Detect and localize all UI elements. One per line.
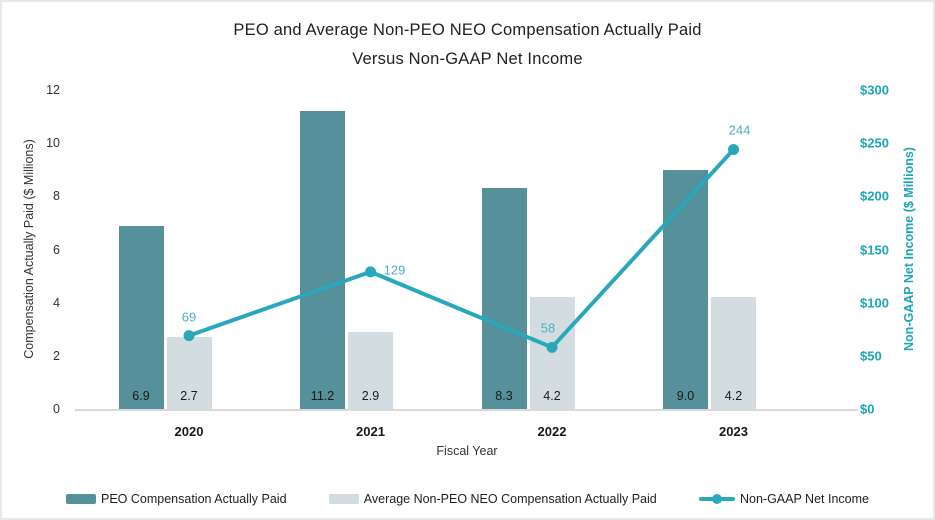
line-point-label: 58: [540, 320, 556, 336]
chart-title-line1: PEO and Average Non-PEO NEO Compensation…: [233, 21, 702, 39]
peo-bar: [300, 111, 345, 409]
bar-value-label: 2.9: [361, 389, 380, 403]
right-axis-tick: $250: [860, 135, 889, 151]
bar-value-label: 4.2: [724, 389, 743, 403]
legend-item-peo: PEO Compensation Actually Paid: [66, 492, 287, 506]
left-axis-tick: 6: [53, 242, 60, 257]
chart-title-line2: Versus Non-GAAP Net Income: [352, 50, 583, 68]
left-axis-tick: 8: [53, 189, 60, 204]
line-point-label: 69: [181, 309, 197, 325]
legend-label-non-peo: Average Non-PEO NEO Compensation Actuall…: [363, 492, 657, 506]
line-point-marker: [728, 144, 739, 156]
peo-bar-swatch-icon: [66, 494, 96, 504]
x-axis-tick: 2021: [356, 424, 385, 439]
left-axis-tick: 2: [53, 348, 60, 363]
non-peo-bar: [529, 297, 575, 409]
right-axis-tick: $50: [860, 348, 882, 364]
left-axis-tick: 0: [53, 402, 60, 416]
x-axis-tick: 2022: [537, 424, 567, 439]
left-axis-tick: 12: [46, 83, 60, 97]
bar-value-label: 8.3: [495, 389, 513, 403]
non-peo-bar: [711, 297, 756, 409]
non-peo-bar-swatch-icon: [328, 494, 359, 504]
line-point-marker: [546, 341, 558, 353]
bar-value-label: 11.2: [310, 389, 335, 403]
x-axis-title: Fiscal Year: [436, 444, 498, 458]
line-point-label: 129: [383, 262, 406, 278]
x-axis-line: [75, 409, 858, 411]
right-axis-tick: $300: [860, 82, 889, 98]
bar-value-label: 4.2: [543, 389, 561, 403]
line-point-marker: [365, 266, 376, 278]
left-axis-tick: 4: [53, 295, 60, 310]
bar-value-label: 6.9: [132, 389, 150, 403]
peo-bar: [481, 188, 527, 409]
x-axis-tick: 2023: [719, 424, 748, 439]
chart-title: PEO and Average Non-PEO NEO Compensation…: [2, 16, 933, 74]
non-peo-bar: [166, 337, 212, 409]
legend-label-net-income: Non-GAAP Net Income: [739, 492, 869, 506]
right-axis-tick: $200: [860, 188, 889, 204]
line-point-label: 244: [728, 122, 751, 138]
legend-item-net-income: Non-GAAP Net Income: [698, 492, 869, 506]
bar-value-label: 2.7: [180, 389, 198, 403]
peo-bar: [118, 225, 164, 409]
non-peo-bar: [348, 331, 393, 409]
x-axis-tick: 2020: [174, 424, 204, 439]
line-point-marker: [183, 330, 195, 342]
left-axis-tick: 10: [46, 136, 60, 151]
right-axis-tick: $150: [860, 242, 889, 257]
legend-item-non-peo: Average Non-PEO NEO Compensation Actuall…: [328, 492, 657, 506]
bar-value-label: 9.0: [676, 389, 695, 403]
line-marker-swatch-icon: [698, 494, 735, 504]
legend: PEO Compensation Actually Paid Average N…: [2, 492, 933, 506]
peo-bar: [663, 169, 708, 409]
right-axis-tick: $100: [860, 295, 889, 311]
right-axis-tick: $0: [860, 401, 875, 417]
legend-label-peo: PEO Compensation Actually Paid: [101, 492, 287, 506]
